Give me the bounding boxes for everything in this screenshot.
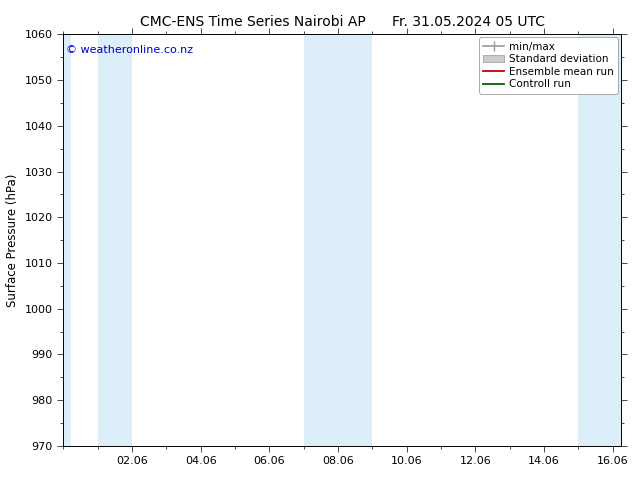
Bar: [98, 34, 132, 446]
Legend: min/max, Standard deviation, Ensemble mean run, Controll run: min/max, Standard deviation, Ensemble me…: [479, 37, 618, 94]
Text: © weatheronline.co.nz: © weatheronline.co.nz: [66, 45, 193, 54]
Bar: [63, 34, 70, 446]
Bar: [578, 34, 621, 446]
Y-axis label: Surface Pressure (hPa): Surface Pressure (hPa): [6, 173, 19, 307]
Title: CMC-ENS Time Series Nairobi AP      Fr. 31.05.2024 05 UTC: CMC-ENS Time Series Nairobi AP Fr. 31.05…: [140, 15, 545, 29]
Bar: [304, 34, 372, 446]
